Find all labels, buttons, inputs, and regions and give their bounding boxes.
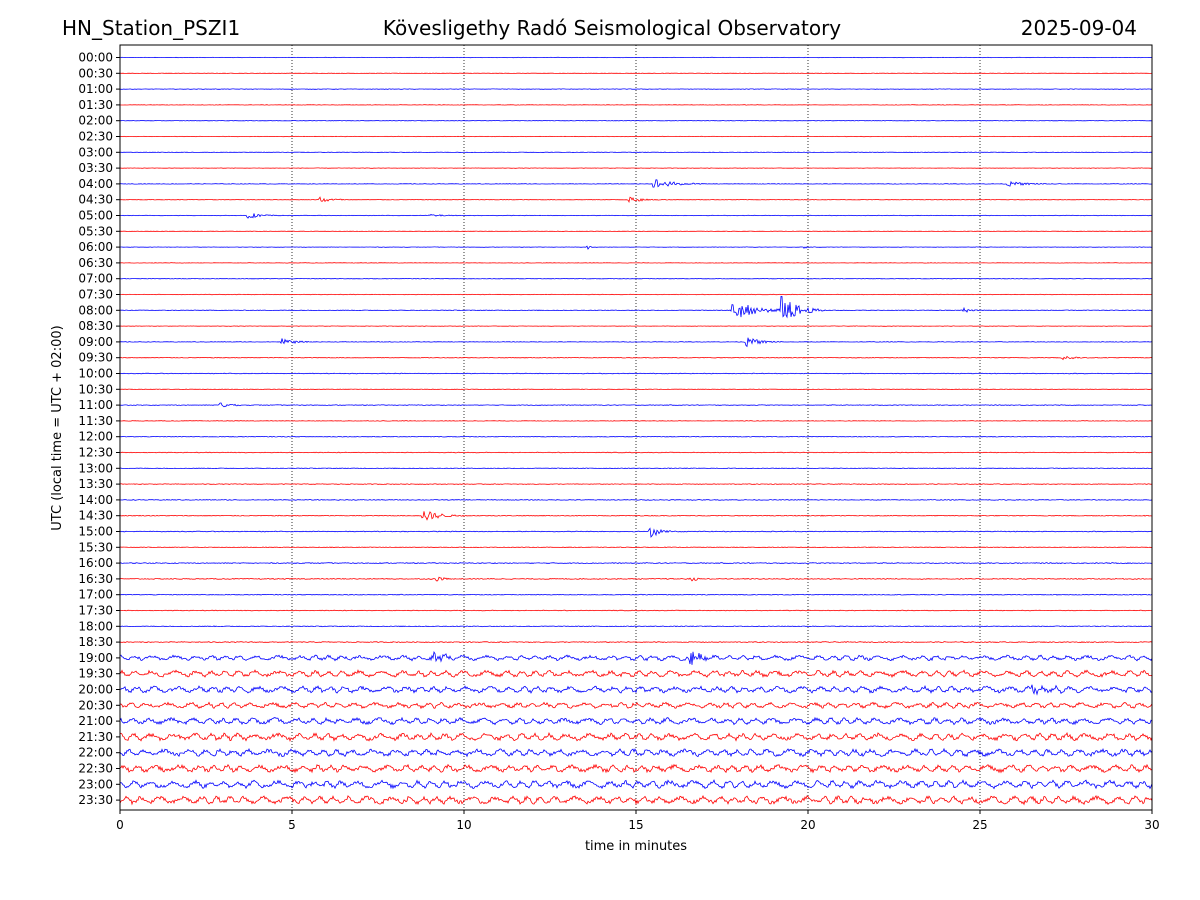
y-tick-label: 23:30	[78, 793, 113, 807]
x-tick-label: 25	[972, 818, 987, 832]
y-tick-label: 10:00	[78, 367, 113, 381]
y-tick-label: 20:30	[78, 698, 113, 712]
trace-1800	[119, 625, 1153, 628]
y-tick-label: 03:30	[78, 161, 113, 175]
y-tick-label: 23:00	[78, 777, 113, 791]
y-tick-label: 09:00	[78, 335, 113, 349]
y-tick-label: 01:30	[78, 98, 113, 112]
y-tick-label: 18:00	[78, 619, 113, 633]
y-tick-label: 21:00	[78, 714, 113, 728]
y-tick-label: 13:00	[78, 461, 113, 475]
y-tick-label: 12:00	[78, 430, 113, 444]
y-tick-label: 05:00	[78, 209, 113, 223]
y-tick-label: 02:00	[78, 114, 113, 128]
y-tick-label: 11:00	[78, 398, 113, 412]
trace-1000	[119, 372, 1153, 375]
y-tick-label: 01:00	[78, 82, 113, 96]
y-tick-label: 22:00	[78, 746, 113, 760]
y-tick-label: 09:30	[78, 351, 113, 365]
y-tick-label: 21:30	[78, 730, 113, 744]
y-tick-label: 05:30	[78, 224, 113, 238]
trace-2230	[119, 763, 1153, 774]
trace-1600	[119, 562, 1152, 565]
y-tick-label: 17:00	[78, 588, 113, 602]
y-tick-label: 18:30	[78, 635, 113, 649]
y-tick-label: 08:30	[78, 319, 113, 333]
trace-1730	[119, 609, 1153, 612]
y-tick-label: 15:00	[78, 525, 113, 539]
x-tick-label: 20	[800, 818, 815, 832]
trace-1200	[119, 435, 1153, 438]
trace-0500	[120, 213, 1153, 219]
y-tick-label: 07:30	[78, 288, 113, 302]
y-tick-label: 22:30	[78, 762, 113, 776]
observatory-title: Kövesligethy Radó Seismological Observat…	[383, 16, 841, 40]
trace-2130	[119, 732, 1153, 742]
y-tick-label: 04:30	[78, 193, 113, 207]
seismogram-traces	[119, 56, 1153, 806]
y-tick-label: 14:00	[78, 493, 113, 507]
y-tick-label: 03:00	[78, 145, 113, 159]
x-tick-label: 10	[456, 818, 471, 832]
x-axis: 0 5 10 15 20 25 30	[116, 810, 1160, 832]
x-tick-label: 5	[288, 818, 296, 832]
y-tick-label: 20:00	[78, 683, 113, 697]
y-tick-label: 08:00	[78, 303, 113, 317]
y-tick-label: 15:30	[78, 540, 113, 554]
trace-1500	[119, 527, 1153, 538]
x-tick-label: 15	[628, 818, 643, 832]
y-tick-label: 06:30	[78, 256, 113, 270]
trace-2030	[119, 701, 1153, 710]
trace-0600	[119, 245, 1153, 250]
trace-2330	[119, 794, 1153, 806]
trace-1400	[119, 499, 1153, 501]
y-tick-label: 19:30	[78, 667, 113, 681]
y-tick-label: 00:00	[78, 51, 113, 65]
y-tick-label: 11:30	[78, 414, 113, 428]
trace-1430	[119, 511, 1153, 521]
y-tick-label: 12:30	[78, 446, 113, 460]
x-tick-label: 30	[1144, 818, 1159, 832]
trace-0930	[119, 355, 1153, 361]
trace-1700	[119, 593, 1153, 596]
y-tick-label: 13:30	[78, 477, 113, 491]
trace-0430	[119, 196, 1152, 204]
trace-1330	[119, 483, 1153, 485]
y-tick-label: 14:30	[78, 509, 113, 523]
y-tick-label: 06:00	[78, 240, 113, 254]
trace-1930	[119, 669, 1153, 679]
trace-0900	[119, 337, 1152, 348]
trace-2100	[119, 716, 1153, 726]
y-axis-label: UTC (local time = UTC + 02:00)	[50, 325, 65, 530]
trace-1230	[119, 451, 1153, 454]
chart-date: 2025-09-04	[1021, 16, 1137, 40]
y-tick-label: 17:30	[78, 604, 113, 618]
station-name: HN_Station_PSZI1	[62, 16, 240, 40]
trace-1100	[120, 402, 1153, 408]
trace-1300	[119, 467, 1153, 470]
x-tick-label: 0	[116, 818, 124, 832]
trace-2000	[119, 684, 1153, 696]
trace-2300	[119, 779, 1153, 790]
x-axis-label: time in minutes	[585, 839, 687, 854]
y-tick-label: 07:00	[78, 272, 113, 286]
y-tick-label: 02:30	[78, 130, 113, 144]
trace-1530	[119, 546, 1153, 549]
y-tick-label: 19:00	[78, 651, 113, 665]
y-tick-label: 00:30	[78, 66, 113, 80]
trace-1830	[119, 641, 1153, 644]
trace-1900	[119, 651, 1153, 665]
trace-1630	[119, 576, 1153, 582]
y-tick-label: 16:00	[78, 556, 113, 570]
y-tick-label: 10:30	[78, 382, 113, 396]
y-tick-label: 16:30	[78, 572, 113, 586]
y-tick-label: 04:00	[78, 177, 113, 191]
trace-0400	[120, 179, 1153, 188]
trace-2200	[119, 747, 1153, 758]
trace-0800	[120, 295, 1153, 319]
